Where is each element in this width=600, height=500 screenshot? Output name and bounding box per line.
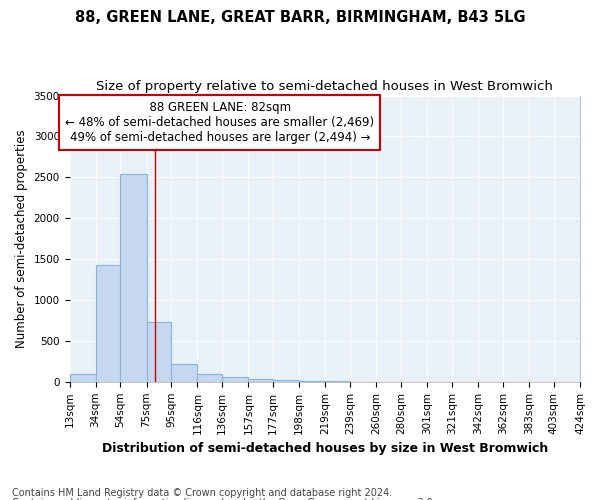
Bar <box>70 374 95 382</box>
Bar <box>172 364 197 382</box>
Text: 88 GREEN LANE: 82sqm  
← 48% of semi-detached houses are smaller (2,469)
49% of : 88 GREEN LANE: 82sqm ← 48% of semi-detac… <box>65 102 374 144</box>
Bar <box>299 381 325 382</box>
Bar <box>95 265 121 382</box>
Title: Size of property relative to semi-detached houses in West Bromwich: Size of property relative to semi-detach… <box>97 80 553 93</box>
X-axis label: Distribution of semi-detached houses by size in West Bromwich: Distribution of semi-detached houses by … <box>101 442 548 455</box>
Bar <box>273 380 299 382</box>
Bar <box>197 374 222 382</box>
Text: Contains public sector information licensed under the Open Government Licence v3: Contains public sector information licen… <box>12 498 436 500</box>
Bar <box>248 380 273 382</box>
Bar <box>121 174 146 382</box>
Bar <box>146 322 172 382</box>
Text: 88, GREEN LANE, GREAT BARR, BIRMINGHAM, B43 5LG: 88, GREEN LANE, GREAT BARR, BIRMINGHAM, … <box>74 10 526 25</box>
Y-axis label: Number of semi-detached properties: Number of semi-detached properties <box>15 130 28 348</box>
Bar <box>222 378 248 382</box>
Text: Contains HM Land Registry data © Crown copyright and database right 2024.: Contains HM Land Registry data © Crown c… <box>12 488 392 498</box>
